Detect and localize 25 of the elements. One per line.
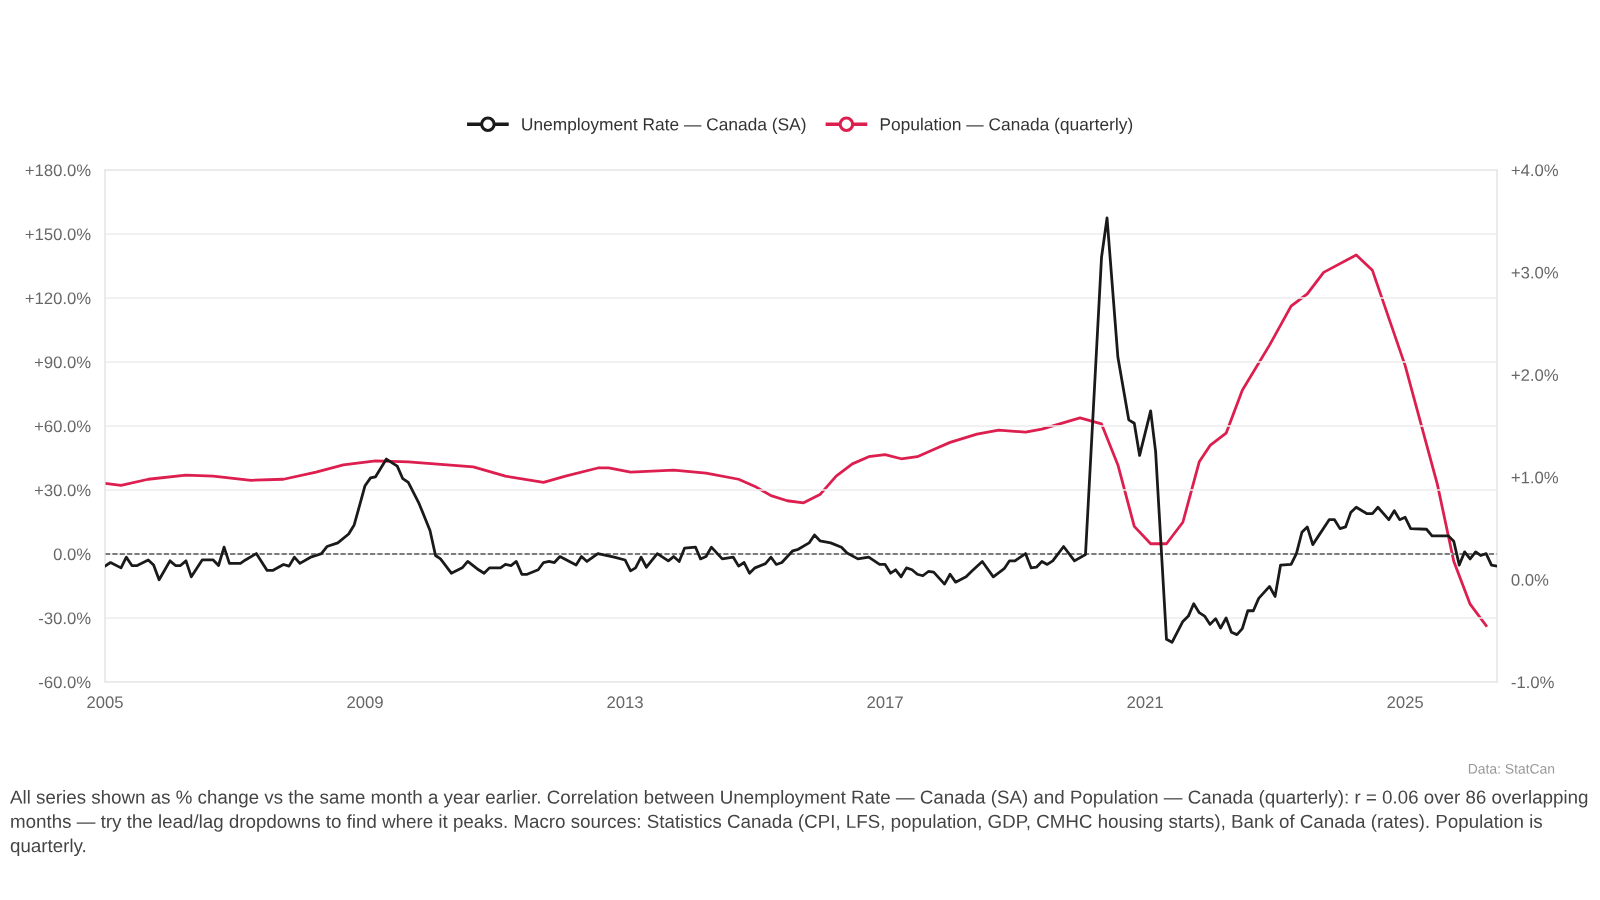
x-tick-label: 2025	[1387, 696, 1423, 709]
y-tick-label: +30.0%	[34, 484, 91, 497]
x-tick-label: 2017	[867, 696, 903, 709]
x-tick-label: 2009	[347, 696, 383, 709]
x-tick-label: 2005	[87, 696, 123, 709]
y-tick-label: -30.0%	[39, 612, 91, 625]
y-tick-label: +90.0%	[34, 356, 91, 369]
y2-tick-label: +1.0%	[1511, 471, 1559, 484]
y-tick-label: +120.0%	[25, 292, 91, 305]
y2-tick-label: 0.0%	[1511, 574, 1549, 586]
x-tick-label: 2013	[607, 696, 643, 709]
x-tick-label: 2021	[1127, 696, 1163, 709]
y-tick-label: +60.0%	[34, 420, 91, 433]
y2-tick-label: -1.0%	[1511, 676, 1554, 689]
y-tick-label: +150.0%	[25, 228, 91, 241]
y-tick-label: -60.0%	[39, 676, 91, 689]
text: All series shown as % change vs the same month a year earlier. Correlation between Unemployment Rate — Canada (SA) and Population — Canada (quarterly): r = 0.06 over 86 overlapping months — try the lead/lag dropdowns to find where it peaks. Macro sources: Statistics Canada (CPI, LFS, population, GDP, CMHC housing starts), Bank of Canada (rates). Population is quarterly.	[10, 790, 1588, 857]
y-tick-label: 0.0%	[53, 548, 91, 561]
y-tick-label: +180.0%	[25, 164, 91, 177]
y2-tick-label: +2.0%	[1511, 369, 1559, 381]
y2-tick-label: +4.0%	[1511, 164, 1559, 177]
legend-label: Population — Canada (quarterly)	[880, 117, 1133, 134]
text: Data: StatCan	[1468, 763, 1555, 774]
legend-label: Unemployment Rate — Canada (SA)	[522, 117, 806, 134]
y2-tick-label: +3.0%	[1511, 266, 1559, 279]
